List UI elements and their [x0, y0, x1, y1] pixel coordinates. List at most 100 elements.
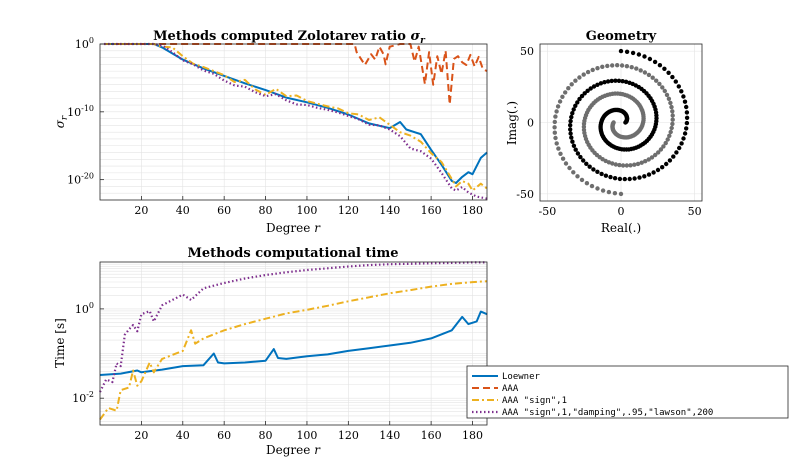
- zolotarev-xtick-label: 160: [421, 204, 442, 217]
- geometry-point-inner: [570, 111, 575, 116]
- geometry-point-inner: [603, 173, 609, 178]
- geometry-point-outer: [663, 140, 668, 146]
- geometry-point-outer: [585, 69, 591, 75]
- zolotarev-axes-box: [99, 43, 488, 201]
- geometry-point-outer: [552, 119, 557, 125]
- geometry-point-inner: [595, 82, 600, 88]
- geometry-point-inner: [684, 104, 689, 110]
- zolotarev-title: Methods computed Zolotarev ratio σr: [153, 29, 426, 46]
- geometry-point-outer: [635, 161, 641, 167]
- geometry-point-outer: [606, 160, 612, 165]
- geometry-point-inner: [684, 110, 690, 115]
- geometry-point-outer: [657, 81, 662, 87]
- geometry-point-inner: [673, 79, 678, 84]
- geometry-point-outer: [557, 99, 563, 104]
- geometry-point-outer: [619, 63, 625, 68]
- geometry-point-outer: [556, 146, 561, 151]
- geometry-point-outer: [563, 90, 568, 95]
- geometry-point-outer: [654, 78, 659, 83]
- geometry-title: Geometry: [586, 29, 657, 44]
- geometry-ytick-label: -50: [516, 188, 534, 201]
- geometry-point-inner: [627, 176, 632, 182]
- geometry-point-outer: [670, 117, 675, 122]
- geometry-point-outer: [595, 66, 600, 71]
- geometry-ytick-label: 0: [527, 117, 534, 130]
- geometry-point-outer: [552, 130, 557, 135]
- time-xtick-label: 80: [259, 429, 273, 442]
- geometry-point-inner: [679, 141, 684, 146]
- geometry-point-inner: [664, 161, 669, 167]
- geometry-point-outer: [573, 78, 578, 83]
- geometry-point-inner: [666, 70, 671, 76]
- geometry-point-outer: [610, 63, 615, 68]
- geometry-point-outer: [577, 75, 582, 80]
- geometry-point-outer: [579, 177, 585, 183]
- time-series-0: [99, 310, 488, 376]
- geometry-point-inner: [618, 48, 624, 54]
- geometry-point-inner: [602, 80, 607, 85]
- legend-label-0: Loewner: [502, 372, 541, 382]
- geometry-point-outer: [555, 104, 561, 109]
- geometry-point-outer: [629, 65, 634, 70]
- geometry-point-inner: [575, 100, 580, 105]
- geometry-point-outer: [560, 156, 566, 161]
- geometry-point-outer: [554, 109, 559, 114]
- zolotarev-xtick-label: 40: [176, 204, 190, 217]
- geometry-point-outer: [666, 96, 672, 102]
- time-xtick-label: 120: [338, 429, 359, 442]
- geometry-point-outer: [600, 64, 605, 70]
- geometry-point-outer: [656, 150, 661, 155]
- geometry-point-inner: [616, 78, 622, 84]
- geometry-point-outer: [600, 188, 606, 193]
- geometry-point-outer: [670, 121, 675, 127]
- geometry-point-inner: [573, 103, 578, 109]
- time-plot: 20 40 60 80 100 120 140 160 180 100 10-2: [72, 261, 488, 442]
- geometry-point-outer: [661, 144, 666, 149]
- geometry-point-outer: [553, 114, 558, 119]
- geometry-point-inner: [676, 84, 681, 89]
- geometry-point-inner: [660, 165, 665, 170]
- geometry-point-inner: [582, 91, 587, 96]
- geometry-point-inner: [568, 127, 573, 132]
- geometry-point-inner: [568, 123, 573, 128]
- geometry-point-inner: [667, 158, 673, 163]
- geometry-point-outer: [595, 186, 600, 191]
- geometry-point-outer: [581, 124, 587, 129]
- geometry-point-outer: [665, 137, 670, 142]
- geometry-point-outer: [605, 63, 610, 69]
- geometry-point-outer: [634, 66, 639, 71]
- legend-label-3: AAA "sign",1,"damping",.95,"lawson",200: [502, 408, 713, 418]
- geometry-point-outer: [567, 165, 572, 171]
- time-ytick-label: 10-2: [72, 390, 94, 405]
- time-xtick-label: 140: [379, 429, 400, 442]
- zolotarev-series-2: [104, 43, 488, 192]
- geometry-point-outer: [668, 129, 673, 135]
- geometry-point-outer: [669, 125, 674, 131]
- zolotarev-series-1: [104, 43, 488, 106]
- geometry-point-outer: [653, 152, 658, 158]
- geometry-point-inner: [657, 62, 663, 68]
- zolotarev-xtick-label: 100: [296, 204, 317, 217]
- geometry-point-inner: [612, 176, 618, 181]
- geometry-point-outer: [670, 109, 675, 114]
- geometry-point-outer: [569, 82, 574, 87]
- zolotarev-xtick-label: 60: [217, 204, 231, 217]
- geometry-point-outer: [590, 67, 595, 73]
- geometry-xtick-label: 0: [618, 205, 625, 218]
- zolotarev-xtick-label: 80: [259, 204, 273, 217]
- geometry-point-inner: [579, 93, 585, 99]
- legend: Loewner AAA AAA "sign",1 AAA "sign",1,"damp…: [466, 365, 789, 419]
- geometry-point-outer: [620, 163, 626, 168]
- geometry-point-outer: [558, 151, 563, 156]
- geometry-point-outer: [610, 161, 615, 166]
- geometry-point-outer: [560, 94, 565, 100]
- geometry-xtick-label: -50: [539, 205, 557, 218]
- geometry-point-inner: [630, 50, 636, 56]
- geometry-point-outer: [649, 155, 655, 160]
- geometry-point-outer: [646, 157, 651, 162]
- geometry-point-outer: [589, 183, 595, 189]
- geometry-point-inner: [642, 54, 647, 59]
- geometry-point-outer: [571, 170, 576, 175]
- geometry-point-outer: [668, 100, 673, 106]
